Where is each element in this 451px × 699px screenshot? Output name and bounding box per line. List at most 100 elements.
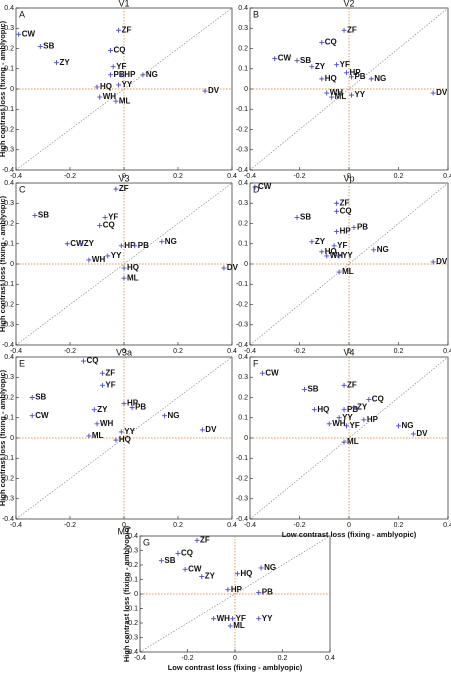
data-point bbox=[97, 223, 103, 229]
panel-letter: A bbox=[19, 9, 25, 19]
y-tick-label: 0.1 bbox=[238, 241, 248, 248]
point-label: DV bbox=[205, 425, 217, 434]
data-point bbox=[361, 417, 367, 423]
point-label: ML bbox=[119, 96, 131, 105]
data-point bbox=[102, 214, 108, 220]
point-label: HQ bbox=[325, 74, 337, 83]
y-tick-label: 0.3 bbox=[4, 25, 14, 32]
data-point bbox=[324, 253, 330, 259]
point-label: SB bbox=[164, 556, 175, 565]
data-point bbox=[175, 550, 181, 556]
panel-letter: F bbox=[253, 358, 259, 368]
point-label: PB bbox=[357, 223, 368, 232]
y-tick-label: 0.2 bbox=[128, 562, 138, 569]
data-point bbox=[221, 265, 227, 271]
point-label: ZF bbox=[122, 25, 132, 34]
data-point bbox=[78, 241, 84, 247]
y-tick-label: 0.2 bbox=[4, 220, 14, 227]
point-label: ML bbox=[347, 437, 359, 446]
point-label: CQ bbox=[325, 38, 337, 47]
point-label: YF bbox=[340, 60, 350, 69]
point-label: ZY bbox=[205, 572, 216, 581]
data-point bbox=[334, 229, 340, 235]
y-tick-label: 0.4 bbox=[4, 5, 14, 12]
identity-line bbox=[249, 7, 449, 171]
point-label: WH bbox=[330, 88, 344, 97]
x-tick-label: 0.4 bbox=[325, 655, 335, 662]
point-label: WH bbox=[92, 255, 106, 264]
point-label: NG bbox=[374, 74, 386, 83]
y-tick-label: -0.2 bbox=[236, 475, 248, 482]
y-tick-label: -0.4 bbox=[2, 167, 14, 174]
x-tick-label: -0.4 bbox=[10, 173, 22, 180]
identity-line bbox=[249, 182, 449, 346]
y-tick-label: 0.1 bbox=[4, 241, 14, 248]
y-tick-label: 0.1 bbox=[238, 66, 248, 73]
data-point bbox=[99, 382, 105, 388]
point-label: ML bbox=[127, 273, 139, 282]
point-label: ML bbox=[233, 621, 245, 630]
data-point bbox=[230, 616, 236, 622]
y-tick-label: 0 bbox=[244, 435, 248, 442]
x-tick-label: 0.4 bbox=[443, 348, 451, 355]
data-point bbox=[108, 48, 113, 54]
data-point bbox=[94, 84, 100, 90]
point-label: DV bbox=[227, 263, 239, 272]
data-point bbox=[326, 421, 332, 427]
data-point bbox=[199, 427, 205, 433]
data-point bbox=[97, 94, 103, 100]
point-label: NG bbox=[402, 421, 414, 430]
point-label: CQ bbox=[372, 395, 384, 404]
data-point bbox=[329, 94, 335, 100]
panel-letter: C bbox=[19, 184, 26, 194]
data-point bbox=[341, 382, 347, 388]
y-tick-label: 0.1 bbox=[128, 576, 138, 583]
y-tick-label: 0.3 bbox=[238, 374, 248, 381]
data-point bbox=[252, 184, 258, 190]
y-tick-label: 0 bbox=[244, 86, 248, 93]
y-tick-label: -0.3 bbox=[2, 496, 14, 503]
data-point bbox=[336, 269, 342, 275]
point-label: CQ bbox=[87, 356, 99, 365]
point-label: YY bbox=[124, 427, 135, 436]
data-point bbox=[91, 407, 97, 413]
point-label: SB bbox=[43, 42, 54, 51]
data-point bbox=[132, 243, 138, 249]
x-tick-label: 0.2 bbox=[173, 348, 183, 355]
y-tick-label: -0.3 bbox=[236, 496, 248, 503]
point-label: WH bbox=[332, 419, 346, 428]
data-point bbox=[81, 358, 86, 364]
y-tick-label: -0.2 bbox=[236, 301, 248, 308]
data-point bbox=[334, 208, 340, 214]
data-point bbox=[301, 386, 307, 392]
y-tick-label: 0.2 bbox=[238, 220, 248, 227]
data-point bbox=[344, 423, 350, 429]
point-label: YF bbox=[116, 62, 126, 71]
x-tick-label: -0.2 bbox=[64, 348, 76, 355]
data-point bbox=[94, 421, 100, 427]
y-tick-label: -0.4 bbox=[236, 342, 248, 349]
x-tick-label: 0 bbox=[122, 173, 126, 180]
point-label: ZY bbox=[315, 237, 326, 246]
x-tick-label: -0.2 bbox=[293, 173, 305, 180]
point-label: ZF bbox=[347, 380, 357, 389]
data-point bbox=[309, 239, 315, 245]
y-tick-label: 0.3 bbox=[238, 25, 248, 32]
point-label: HQ bbox=[240, 569, 252, 578]
y-tick-label: 0.3 bbox=[238, 200, 248, 207]
point-label: HQ bbox=[325, 247, 337, 256]
y-tick-label: -0.3 bbox=[2, 322, 14, 329]
point-label: HP bbox=[127, 399, 139, 408]
data-point bbox=[16, 31, 22, 37]
y-tick-label: 0 bbox=[134, 591, 138, 598]
data-point bbox=[366, 397, 372, 403]
data-point bbox=[29, 395, 35, 400]
point-label: YY bbox=[122, 80, 133, 89]
x-tick-label: 0.2 bbox=[394, 173, 404, 180]
y-tick-label: -0.1 bbox=[2, 455, 14, 462]
x-tick-label: -0.4 bbox=[244, 173, 256, 180]
data-point bbox=[99, 370, 105, 376]
data-point bbox=[86, 433, 92, 439]
y-tick-label: 0.4 bbox=[4, 354, 14, 361]
panel-letter: D bbox=[253, 184, 260, 194]
